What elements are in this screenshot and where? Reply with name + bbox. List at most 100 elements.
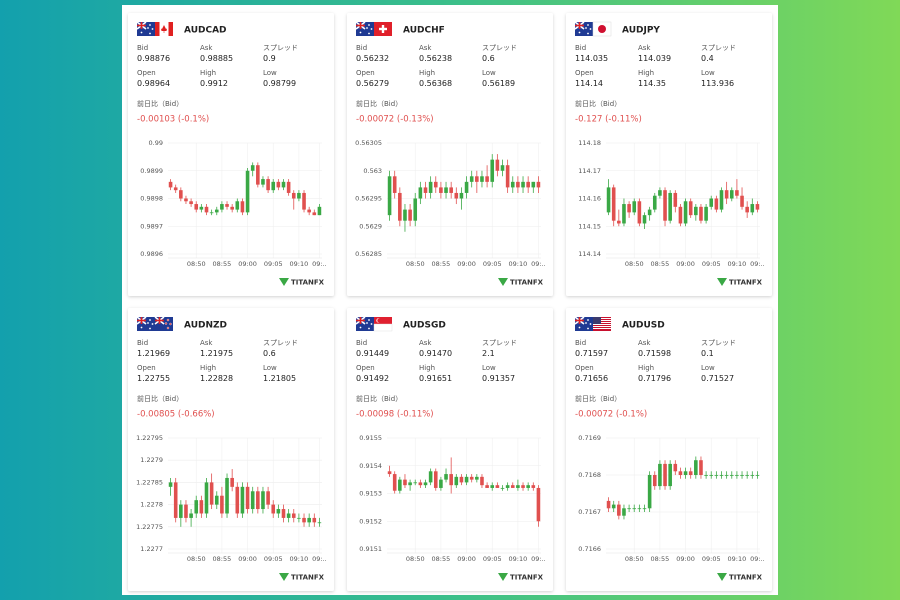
candle-body (531, 485, 536, 488)
candle-body (307, 517, 311, 523)
quote-card[interactable]: AUDUSD Bid 0.71597 Ask 0.71598 スプレッド 0.1 Open 0.… (566, 308, 772, 591)
y-tick-label: 0.56285 (355, 250, 382, 258)
flag-nz-part (155, 319, 164, 322)
candle-body (209, 212, 214, 214)
candle-body (750, 204, 755, 213)
candle-body (312, 517, 317, 523)
symbol: AUDJPY (622, 26, 660, 36)
candle-body (220, 204, 224, 210)
open-value: 114.14 (575, 79, 603, 88)
spread-value: 2.1 (482, 349, 495, 358)
candle-body (271, 181, 276, 191)
quote-card[interactable]: AUDCAD Bid 0.98876 Ask 0.98885 スプレッド 0.9 Open 0.… (128, 13, 334, 296)
flag-au-star (140, 326, 143, 329)
candle-body (663, 190, 667, 221)
candle-body (199, 206, 204, 210)
candle-body (521, 485, 525, 488)
brand-icon (498, 278, 508, 286)
bid-value: 1.21969 (137, 349, 170, 358)
flag-au-star (147, 322, 149, 324)
candle-body (235, 486, 240, 514)
candle-body (485, 485, 489, 488)
flag-jp-part (598, 25, 606, 33)
candle-body (235, 201, 240, 210)
candle-body (459, 192, 464, 199)
quote-card[interactable]: AUDSGD Bid 0.91449 Ask 0.91470 スプレッド 2.1 Open 0.… (347, 308, 553, 591)
y-tick-label: 0.56295 (355, 195, 382, 203)
quote-card[interactable]: AUDCHF Bid 0.56232 Ask 0.56238 スプレッド 0.6 Open 0.… (347, 13, 553, 296)
change-value: -0.00805 (-0.66%) (137, 410, 215, 420)
x-tick-label: 09:05 (702, 555, 721, 563)
brand-icon (498, 573, 508, 581)
x-tick-label: 08:55 (213, 555, 232, 563)
brand-icon (717, 278, 727, 286)
candle-body (617, 504, 621, 516)
brand: TITANFX (729, 279, 763, 287)
candle-body (245, 486, 250, 510)
x-tick-label: 09:05 (483, 260, 502, 268)
flag-au-star (151, 323, 154, 325)
candle-body (387, 471, 392, 475)
candle-body (510, 485, 515, 488)
flag-au-star (368, 24, 370, 26)
candle-body (464, 181, 469, 193)
candle-body (214, 209, 219, 213)
flag-au-star (149, 327, 151, 330)
high-value: 1.22828 (200, 374, 233, 383)
y-tick-label: 0.7168 (578, 471, 601, 479)
candle-body (428, 471, 433, 483)
flag-au-star (585, 322, 587, 324)
candle-body (291, 513, 296, 518)
y-tick-label: 114.15 (578, 222, 601, 230)
flag-nz-star (169, 322, 172, 326)
high-label: High (200, 69, 216, 77)
candle-body (281, 181, 286, 188)
candle-body (694, 206, 698, 216)
candle-body (392, 176, 397, 193)
y-tick-label: 1.2278 (140, 501, 163, 509)
candle-body (454, 192, 459, 199)
candle-body (606, 500, 611, 509)
candle-body (276, 509, 281, 514)
x-tick-label: 09:05 (264, 555, 283, 563)
candle-body (740, 195, 744, 207)
candle-body (485, 176, 489, 182)
candle-body (516, 181, 520, 188)
flag-au-star (149, 32, 151, 35)
y-tick-label: 1.2279 (140, 456, 163, 464)
low-label: Low (482, 364, 496, 372)
y-tick-label: 0.9898 (140, 195, 163, 203)
y-tick-label: 1.2277 (140, 545, 163, 553)
flag-us-canton (593, 317, 601, 324)
spread-label: スプレッド (701, 339, 736, 347)
quote-card[interactable]: AUDJPY Bid 114.035 Ask 114.039 スプレッド 0.4 Open 11… (566, 13, 772, 296)
flag-au-star (368, 319, 370, 321)
brand-icon (279, 573, 289, 581)
candle-body (194, 204, 199, 210)
flag-au-star (151, 28, 154, 30)
candle-body (668, 463, 672, 487)
candle-body (302, 192, 306, 210)
quote-card[interactable]: AUDNZD Bid 1.21969 Ask 1.21975 スプレッド 0.6 Open 1.… (128, 308, 334, 591)
high-value: 0.91651 (419, 374, 452, 383)
x-tick-label: 09:00 (676, 260, 695, 268)
candle-body (637, 201, 642, 224)
candle-body (606, 187, 611, 213)
x-tick-label: 09:.. (750, 260, 765, 268)
brand: TITANFX (510, 279, 544, 287)
bid-label: Bid (575, 44, 586, 52)
flag-au-part (137, 319, 146, 322)
flag-au-star (587, 24, 589, 26)
x-tick-label: 08:55 (651, 260, 670, 268)
candle-body (480, 176, 484, 182)
y-tick-label: 0.7166 (578, 545, 601, 553)
candle-body (536, 487, 541, 522)
candle-body (199, 500, 204, 514)
candle-body (673, 463, 678, 472)
x-tick-label: 08:50 (625, 260, 644, 268)
flag-au-part (575, 24, 584, 27)
card-bg (128, 13, 334, 296)
candle-body (271, 504, 276, 514)
open-label: Open (356, 364, 375, 372)
